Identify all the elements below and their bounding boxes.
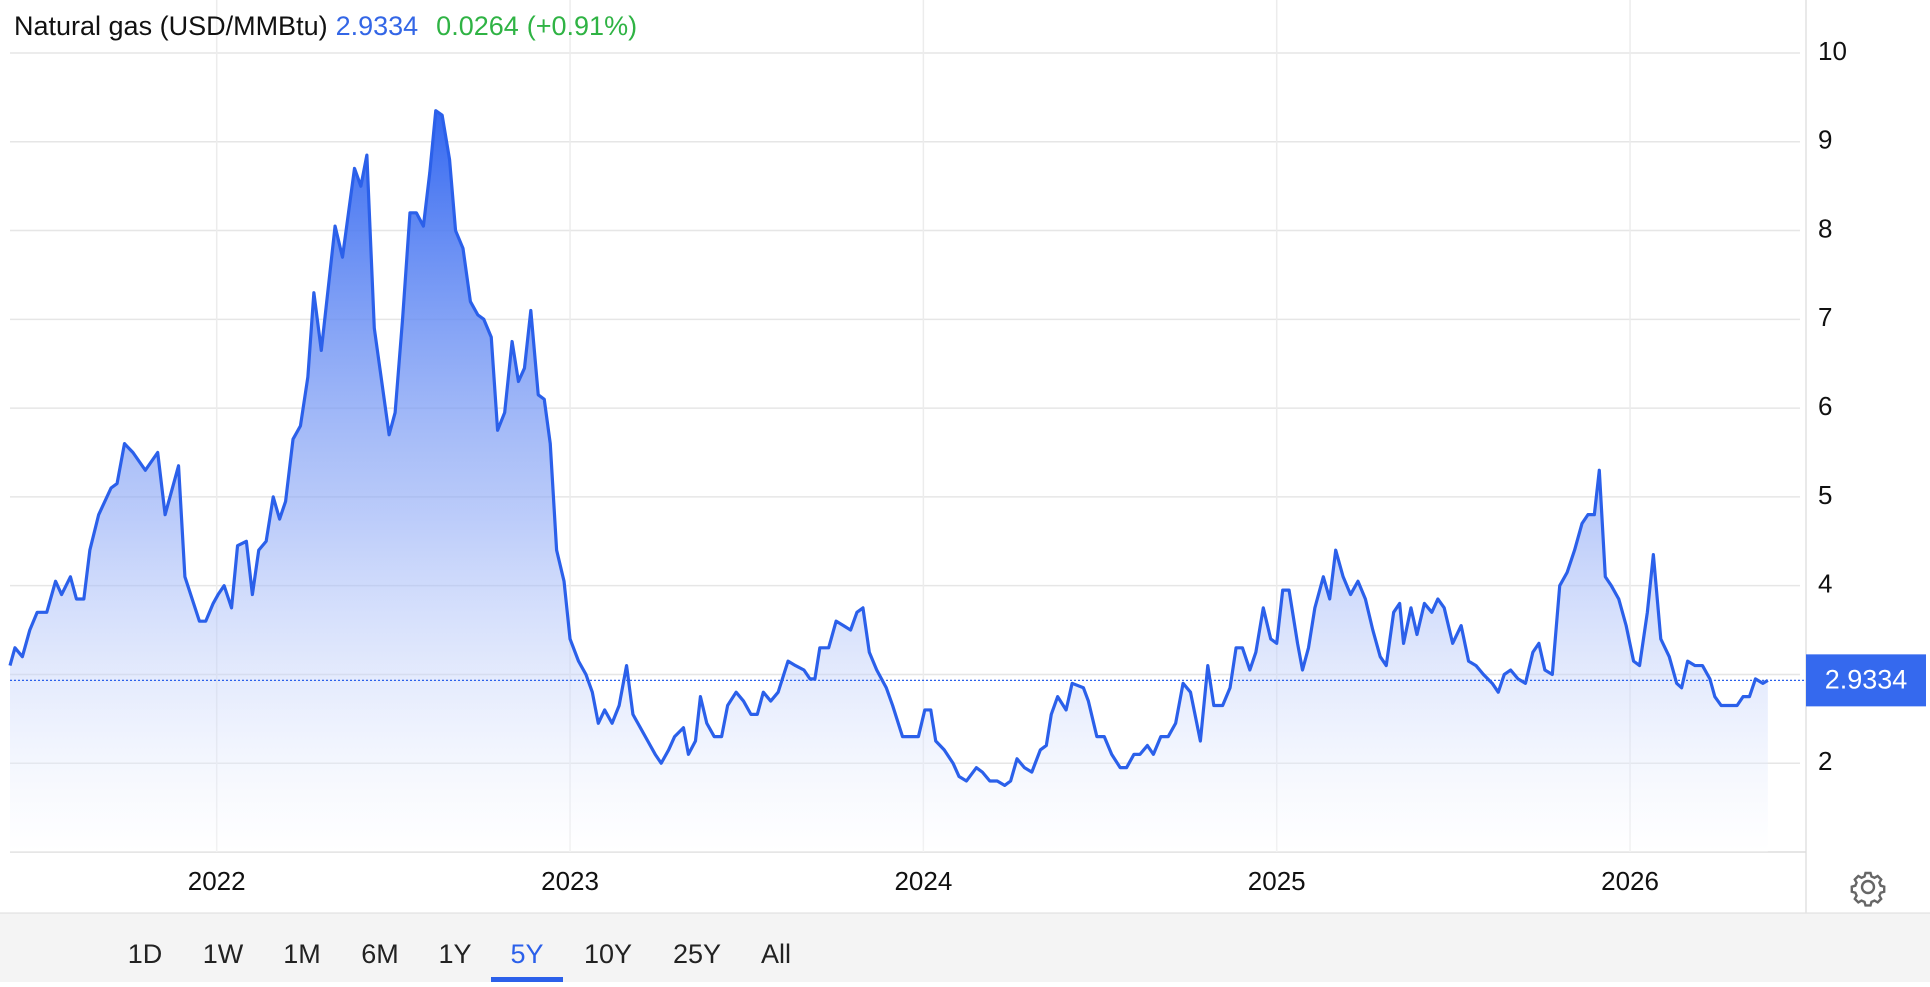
y-tick-label: 2 <box>1818 746 1832 776</box>
axes: 2345678910202220232024202520262.9334 <box>188 36 1926 896</box>
range-button[interactable]: 6M <box>361 939 399 969</box>
x-tick-label: 2026 <box>1601 866 1659 896</box>
y-tick-label: 9 <box>1818 125 1832 155</box>
range-button[interactable]: 5Y <box>510 939 543 969</box>
range-button[interactable]: All <box>761 939 791 969</box>
range-button[interactable]: 1Y <box>438 939 471 969</box>
y-tick-label: 4 <box>1818 569 1832 599</box>
plot <box>8 109 1806 852</box>
range-button[interactable]: 25Y <box>673 939 721 969</box>
area <box>10 110 1768 852</box>
change: 0.0264 <box>436 11 519 41</box>
price-tag <box>1806 654 1926 707</box>
x-tick-label: 2025 <box>1248 866 1306 896</box>
price: 2.9334 <box>336 11 419 41</box>
price-line <box>8 109 1769 788</box>
chart-title: Natural gas (USD/MMBtu) <box>14 11 328 41</box>
range-button[interactable]: 1M <box>283 939 321 969</box>
range-bar <box>0 913 1930 982</box>
range-button[interactable]: 1W <box>203 939 244 969</box>
x-tick-label: 2022 <box>188 866 246 896</box>
y-tick-label: 5 <box>1818 480 1832 510</box>
range-selector: 1D 1W 1M 6M 1Y 5Y 10Y 25Y All <box>128 939 791 982</box>
header: Natural gas (USD/MMBtu) 2.9334 0.0264 (+0.9… <box>14 11 637 41</box>
range-button[interactable]: 10Y <box>584 939 632 969</box>
y-tick-label: 10 <box>1818 36 1847 66</box>
y-tick-label: 6 <box>1818 391 1832 421</box>
price-tag-label: 2.9334 <box>1825 664 1908 694</box>
range-button[interactable]: 1D <box>128 939 163 969</box>
settings-icon[interactable] <box>1850 871 1886 907</box>
y-tick-label: 8 <box>1818 213 1832 243</box>
change-percent: (+0.91%) <box>527 11 637 41</box>
x-tick-label: 2024 <box>894 866 952 896</box>
gear-outline <box>1850 871 1886 907</box>
gear-hub <box>1860 879 1876 895</box>
x-tick-label: 2023 <box>541 866 599 896</box>
y-tick-label: 7 <box>1818 302 1832 332</box>
range-active-underline <box>491 977 563 982</box>
